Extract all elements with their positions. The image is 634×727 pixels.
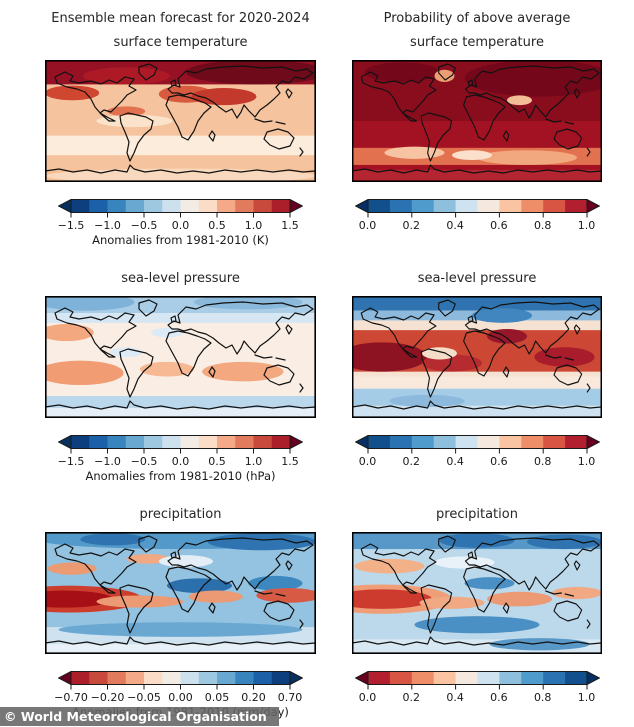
colorbar-tick-label: 0.8 — [533, 691, 552, 704]
panel-precipitation-mean: precipitation −0.70 −0.20 −0.05 0.00 0.05 0.2… — [45, 484, 316, 720]
colorbar-tick-label: −0.70 — [54, 691, 88, 704]
colorbar-tick-label: 1.0 — [577, 219, 596, 232]
colorbar-pressure-probability — [354, 435, 600, 454]
colorbar-tick-label: 0.0 — [358, 455, 377, 468]
world-map-surface-temperature-probability — [352, 60, 602, 182]
colorbar-tick-label: 0.0 — [358, 691, 377, 704]
colorbar-tick-label: −0.20 — [90, 691, 125, 704]
colorbar-tick-label: 0.0 — [171, 219, 190, 232]
colorbar-tick-label: −0.5 — [130, 455, 158, 468]
colorbar-tick-label: −0.05 — [127, 691, 161, 704]
world-map-precipitation-mean — [45, 532, 316, 654]
colorbar-tick-label: 0.4 — [446, 455, 464, 468]
colorbar-ticks: 0.0 0.2 0.4 0.6 0.8 1.0 — [355, 455, 600, 468]
colorbar-tick-label: 0.8 — [533, 219, 552, 232]
colorbar-tick-label: 0.6 — [490, 455, 508, 468]
panel-title-sea-level-pressure: sea-level pressure — [417, 271, 537, 286]
colorbar-tick-label: 0.0 — [171, 455, 190, 468]
colorbar-temperature-anomaly — [58, 199, 303, 218]
colorbar-tick-label: −1.5 — [57, 219, 85, 232]
colorbar-tick-label: 0.5 — [208, 219, 226, 232]
colorbar-temperature-probability — [354, 199, 600, 218]
panel-precipitation-probability: precipitation 0.0 0.2 0.4 0.6 0.8 1.0 — [352, 484, 602, 720]
colorbar-tick-label: 1.0 — [577, 691, 596, 704]
colorbar-tick-label: 1.5 — [281, 219, 299, 232]
colorbar-tick-label: 1.0 — [577, 455, 596, 468]
column-header-probability: Probability of above average — [383, 11, 571, 26]
wmo-watermark: © World Meteorological Organisation — [0, 707, 279, 726]
colorbar-tick-label: −0.5 — [130, 219, 158, 232]
panel-title-precipitation: precipitation — [436, 507, 518, 522]
world-map-surface-temperature-mean — [45, 60, 316, 182]
colorbar-tick-label: 0.6 — [490, 691, 508, 704]
colorbar-tick-label: 0.00 — [168, 691, 193, 704]
panel-surface-temperature-probability: Probability of above average surface tem… — [352, 0, 602, 248]
world-map-sea-level-pressure-mean — [45, 296, 316, 418]
colorbar-precipitation-anomaly — [58, 671, 303, 690]
colorbar-tick-label: 0.0 — [358, 219, 377, 232]
panel-title-surface-temperature: surface temperature — [113, 35, 248, 50]
colorbar-tick-label: 0.70 — [277, 691, 303, 704]
colorbar-tick-label: 1.0 — [244, 455, 263, 468]
colorbar-tick-label: 0.05 — [204, 691, 230, 704]
colorbar-tick-label: −1.0 — [94, 455, 121, 468]
colorbar-tick-label: −1.5 — [57, 455, 85, 468]
world-map-sea-level-pressure-probability — [352, 296, 602, 418]
panel-title-surface-temperature: surface temperature — [410, 35, 544, 50]
colorbar-tick-label: 1.0 — [244, 219, 263, 232]
panel-surface-temperature-mean: Ensemble mean forecast for 2020-2024 sur… — [45, 0, 316, 248]
colorbar-ticks: −0.70 −0.20 −0.05 0.00 0.05 0.20 0.70 — [54, 691, 303, 704]
colorbar-ticks: 0.0 0.2 0.4 0.6 0.8 1.0 — [355, 691, 600, 704]
panel-sea-level-pressure-probability: sea-level pressure 0.0 0.2 0.4 0.6 0.8 1.0 — [352, 248, 602, 484]
colorbar-tick-label: 0.2 — [402, 455, 421, 468]
colorbar-tick-label: 0.20 — [241, 691, 266, 704]
colorbar-pressure-anomaly — [58, 435, 303, 454]
colorbar-tick-label: 0.4 — [446, 691, 464, 704]
world-map-precipitation-probability — [352, 532, 602, 654]
colorbar-tick-label: 0.6 — [490, 219, 508, 232]
colorbar-tick-label: 0.4 — [446, 219, 464, 232]
colorbar-label-pressure: Anomalies from 1981-2010 (hPa) — [85, 469, 276, 483]
colorbar-ticks: 0.0 0.2 0.4 0.6 0.8 1.0 — [355, 219, 600, 232]
colorbar-tick-label: 0.8 — [533, 455, 552, 468]
panel-title-precipitation: precipitation — [139, 507, 222, 522]
colorbar-ticks: −1.5 −1.0 −0.5 0.0 0.5 1.0 1.5 — [58, 455, 303, 468]
panel-sea-level-pressure-mean: sea-level pressure −1.5 −1.0 −0.5 0.0 0.5 1.0… — [45, 248, 316, 484]
panel-title-sea-level-pressure: sea-level pressure — [121, 271, 240, 286]
colorbar-tick-label: 0.5 — [208, 455, 226, 468]
colorbar-tick-label: 1.5 — [281, 455, 299, 468]
colorbar-precipitation-probability — [354, 671, 600, 690]
colorbar-tick-label: −1.0 — [94, 219, 121, 232]
colorbar-tick-label: 0.2 — [402, 219, 421, 232]
colorbar-label-temperature: Anomalies from 1981-2010 (K) — [92, 233, 269, 247]
colorbar-ticks: −1.5 −1.0 −0.5 0.0 0.5 1.0 1.5 — [58, 219, 303, 232]
column-header-ensemble-mean: Ensemble mean forecast for 2020-2024 — [51, 11, 310, 26]
colorbar-tick-label: 0.2 — [402, 691, 421, 704]
